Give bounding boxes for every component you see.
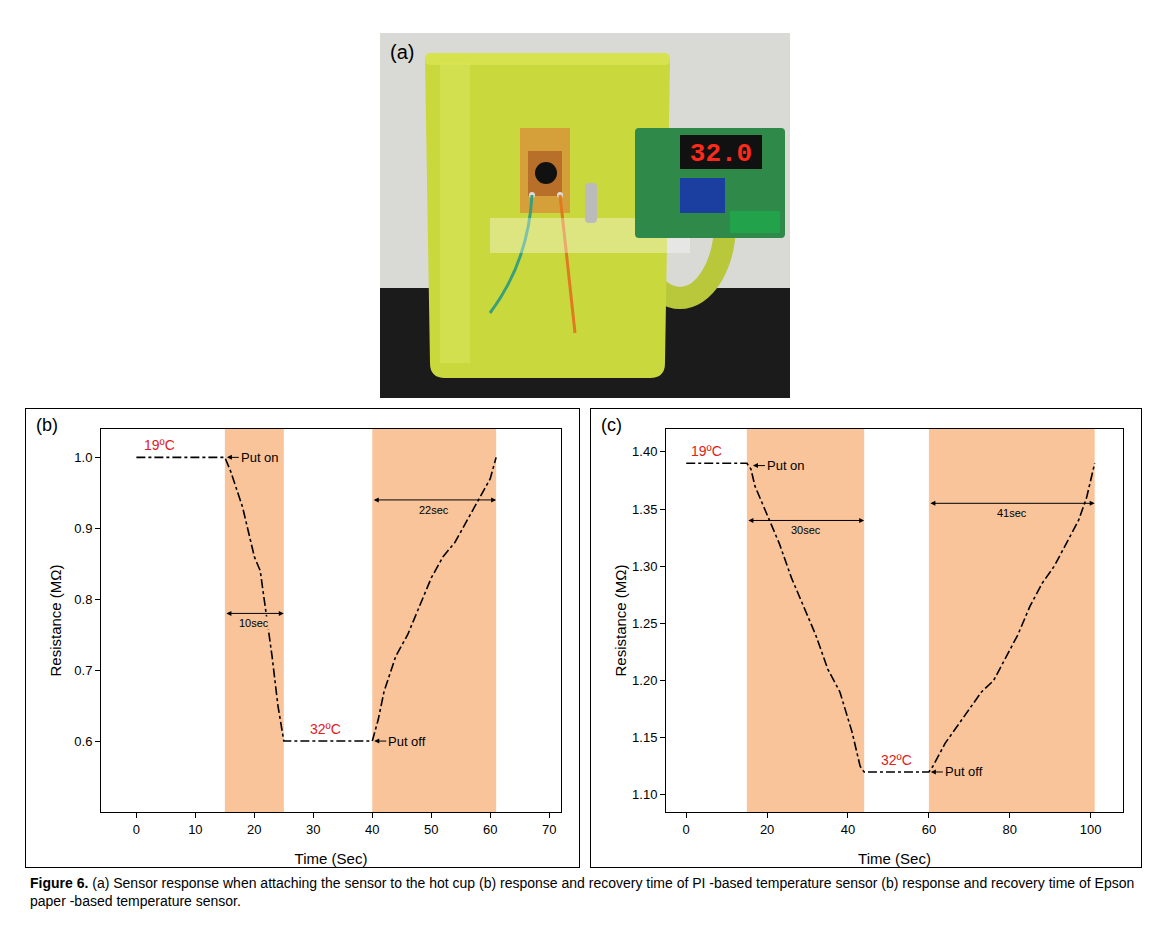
- svg-text:19ºC: 19ºC: [144, 437, 175, 453]
- svg-text:1.20: 1.20: [632, 673, 657, 688]
- svg-text:41sec: 41sec: [997, 507, 1027, 519]
- svg-text:Put off: Put off: [388, 734, 426, 749]
- svg-text:Resistance (MΩ): Resistance (MΩ): [612, 564, 629, 676]
- svg-text:Resistance (MΩ): Resistance (MΩ): [47, 564, 64, 676]
- svg-text:20: 20: [247, 822, 261, 837]
- svg-text:Put off: Put off: [945, 764, 983, 779]
- html-text:(b): (b): [36, 415, 58, 435]
- svg-text:(a): (a): [390, 41, 414, 63]
- svg-text:32ºC: 32ºC: [310, 721, 341, 737]
- svg-text:50: 50: [424, 822, 438, 837]
- svg-text:10: 10: [188, 822, 202, 837]
- svg-text:20: 20: [760, 822, 774, 837]
- svg-text:32ºC: 32ºC: [881, 752, 912, 768]
- svg-text:70: 70: [542, 822, 556, 837]
- svg-text:60: 60: [922, 822, 936, 837]
- svg-text:19ºC: 19ºC: [691, 443, 722, 459]
- svg-text:Time (Sec): Time (Sec): [858, 850, 931, 867]
- svg-text:100: 100: [1080, 822, 1102, 837]
- svg-text:1.0: 1.0: [74, 450, 92, 465]
- svg-text:1.30: 1.30: [632, 559, 657, 574]
- svg-text:0.8: 0.8: [74, 592, 92, 607]
- svg-text:60: 60: [483, 822, 497, 837]
- svg-text:1.35: 1.35: [632, 502, 657, 517]
- svg-text:22sec: 22sec: [419, 504, 449, 516]
- svg-text:0.6: 0.6: [74, 734, 92, 749]
- svg-text:0.9: 0.9: [74, 521, 92, 536]
- svg-text:Put on: Put on: [767, 458, 805, 473]
- svg-text:30sec: 30sec: [791, 524, 821, 536]
- svg-text:1.10: 1.10: [632, 787, 657, 802]
- svg-text:0: 0: [133, 822, 140, 837]
- html-text:(c): (c): [601, 415, 622, 435]
- svg-text:40: 40: [365, 822, 379, 837]
- svg-text:Put on: Put on: [241, 450, 279, 465]
- svg-text:0.7: 0.7: [74, 663, 92, 678]
- svg-text:80: 80: [1003, 822, 1017, 837]
- svg-text:1.40: 1.40: [632, 444, 657, 459]
- svg-text:1.15: 1.15: [632, 730, 657, 745]
- svg-text:30: 30: [306, 822, 320, 837]
- svg-text:Time (Sec): Time (Sec): [295, 850, 368, 867]
- svg-text:0: 0: [683, 822, 690, 837]
- svg-text:10sec: 10sec: [239, 617, 269, 629]
- svg-text:40: 40: [841, 822, 855, 837]
- svg-text:32.0: 32.0: [690, 139, 752, 169]
- svg-text:1.25: 1.25: [632, 616, 657, 631]
- html-text:Figure 6. (a) Sensor response: Figure 6. (a) Sensor response when attac…: [30, 875, 1135, 909]
